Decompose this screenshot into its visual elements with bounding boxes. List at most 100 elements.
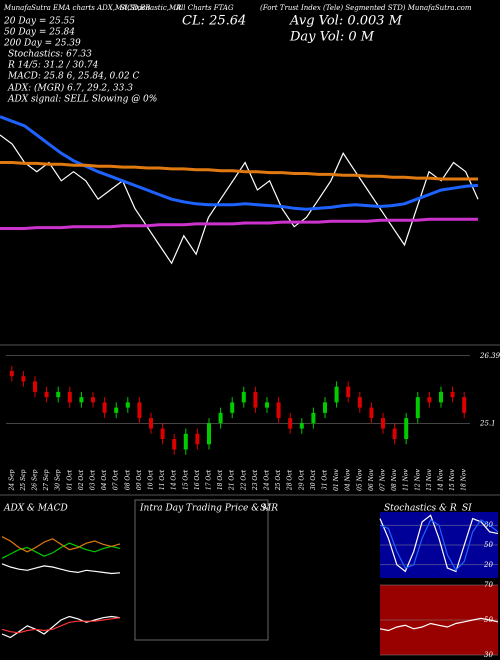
- legend-20: 20 Day = 25.55: [3, 17, 75, 27]
- x-tick-label: 01 Nov: [333, 468, 340, 490]
- candle-body: [218, 412, 223, 424]
- series-line: [1, 536, 121, 553]
- header-text: MunafaSutra EMA charts ADX,MACD,BB: [3, 4, 150, 12]
- candle-body: [276, 402, 281, 419]
- x-tick-label: 14 Oct: [171, 469, 178, 490]
- stat: ADX signal: SELL Slowing @ 0%: [7, 95, 157, 105]
- candle-body: [381, 418, 385, 429]
- y-tick-label: 70: [484, 581, 493, 589]
- header-text: All Charts FTAG: [175, 4, 234, 12]
- x-tick-label: 30 Sep: [55, 469, 62, 490]
- x-tick-label: 06 Nov: [368, 468, 375, 490]
- x-tick-label: 26 Sep: [32, 469, 39, 491]
- x-tick-label: 15 Oct: [182, 469, 189, 490]
- series-line: [1, 542, 121, 559]
- candle-body: [195, 433, 200, 445]
- candle-body: [33, 381, 37, 392]
- x-tick-label: 09 Oct: [136, 469, 143, 490]
- x-tick-label: 07 Nov: [380, 468, 387, 490]
- candle-body: [450, 391, 455, 398]
- candle-body: [299, 423, 304, 429]
- stat: MACD: 25.8 6, 25.84, 0.02 C: [7, 72, 139, 82]
- candle-body: [427, 397, 432, 403]
- candle-body: [207, 423, 211, 445]
- series-line: [0, 115, 479, 211]
- x-tick-label: 15 Nov: [449, 468, 456, 490]
- candle-body: [357, 397, 362, 408]
- panel-title: Stochastics & R: [384, 504, 457, 514]
- candle-body: [392, 428, 397, 440]
- candle-body: [172, 439, 177, 450]
- candle-body: [67, 391, 72, 403]
- x-tick-label: 31 Oct: [322, 469, 329, 490]
- series-line: [1, 615, 121, 639]
- x-tick-label: 24 Sep: [8, 469, 15, 491]
- x-tick-label: 18 Nov: [461, 468, 468, 490]
- x-tick-label: 29 Oct: [298, 469, 305, 491]
- header-text: SI,Stochastic,MR: [120, 4, 182, 12]
- x-tick-label: 27 Sep: [43, 469, 50, 491]
- series-line: [379, 514, 499, 573]
- series-line: [379, 519, 499, 572]
- x-tick-label: 16 Oct: [194, 469, 201, 490]
- candle-body: [44, 391, 49, 398]
- x-tick-label: 21 Oct: [229, 469, 236, 491]
- candle-body: [149, 418, 153, 429]
- series-line: [0, 161, 478, 181]
- candle-body: [323, 402, 327, 413]
- x-tick-label: 28 Oct: [287, 469, 294, 491]
- candle-body: [311, 412, 316, 424]
- series-line: [1, 563, 121, 575]
- avg-vol: Avg Vol: 0.003 M: [289, 14, 403, 29]
- x-tick-label: 08 Oct: [124, 469, 131, 490]
- intraday-box: [134, 499, 269, 641]
- candle-body: [21, 376, 26, 382]
- y-tick-label: 20: [483, 561, 493, 569]
- candle-body: [137, 402, 142, 419]
- y-tick-label: 50: [484, 541, 493, 549]
- panel-title: ADX & MACD: [3, 504, 68, 514]
- x-tick-label: 10 Oct: [148, 469, 155, 490]
- panel-title: SI: [462, 504, 472, 514]
- candle-body: [114, 407, 119, 413]
- candle-body: [346, 386, 351, 398]
- candle-body: [241, 391, 246, 403]
- candle-body: [79, 397, 84, 403]
- series-line: [0, 217, 478, 230]
- stat: Stochastics: 67.33: [8, 50, 92, 60]
- x-tick-label: 11 Oct: [159, 469, 166, 490]
- x-tick-label: 23 Oct: [252, 469, 259, 491]
- candle-body: [125, 402, 130, 408]
- panel-title: SI: [260, 504, 270, 514]
- x-tick-label: 04 Oct: [101, 469, 108, 490]
- stat: R 14/5: 31.2 / 30.74: [7, 61, 99, 71]
- candle-body: [183, 433, 188, 450]
- x-tick-label: 14 Nov: [438, 468, 445, 490]
- x-tick-label: 18 Oct: [217, 469, 224, 490]
- candle-body: [415, 397, 420, 419]
- x-tick-label: 02 Oct: [78, 469, 85, 490]
- x-tick-label: 24 Oct: [264, 469, 271, 491]
- candle-body: [288, 418, 293, 429]
- y-tick-label: 30: [484, 651, 493, 659]
- x-tick-label: 04 Nov: [345, 468, 352, 490]
- series-line: [379, 617, 499, 632]
- legend-200: 200 Day = 25.39: [3, 39, 81, 49]
- legend-50: 50 Day = 25.84: [4, 28, 75, 38]
- x-tick-label: 25 Sep: [20, 469, 27, 491]
- x-tick-label: 22 Oct: [240, 469, 247, 491]
- x-tick-label: 11 Nov: [403, 468, 410, 490]
- header-text: (Fort Trust Index (Tele) Segmented STD) …: [260, 4, 472, 12]
- x-tick-label: 12 Nov: [414, 468, 421, 490]
- candle-body: [439, 391, 443, 403]
- candle-body: [91, 397, 95, 403]
- candle-body: [253, 391, 258, 408]
- x-tick-label: 08 Nov: [391, 468, 398, 490]
- panel-title: Intra Day Trading Price & MR: [139, 504, 278, 514]
- y-tick-label: 26.39: [479, 352, 500, 360]
- candle-body: [160, 428, 165, 440]
- x-tick-label: 05 Nov: [356, 468, 363, 490]
- day-vol: Day Vol: 0 M: [289, 30, 375, 45]
